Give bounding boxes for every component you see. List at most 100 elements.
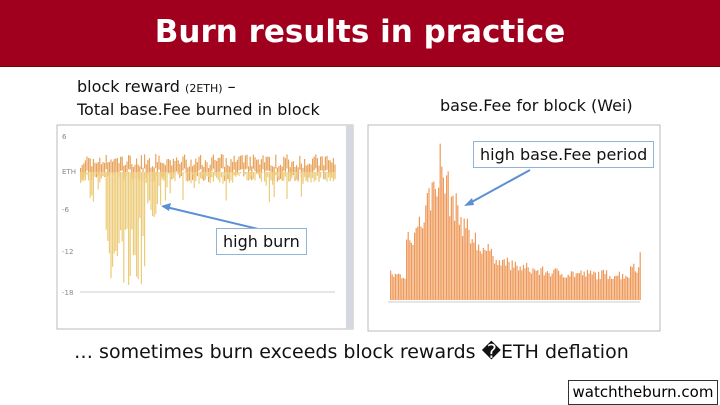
texture-bar	[406, 239, 408, 300]
texture-bar	[129, 155, 131, 170]
texture-bar	[538, 274, 540, 300]
texture-bar	[286, 154, 288, 169]
texture-bar	[315, 172, 317, 181]
texture-bar	[313, 172, 315, 182]
texture-bar	[625, 275, 627, 300]
texture-bar	[465, 228, 467, 300]
texture-bar	[204, 160, 206, 175]
texture-bar	[232, 172, 234, 183]
statement: … sometimes burn exceeds block rewards �…	[74, 341, 629, 363]
texture-bar	[118, 172, 120, 244]
texture-bar	[332, 172, 334, 182]
texture-bar	[83, 163, 85, 178]
texture-bar	[474, 232, 476, 300]
texture-bar	[393, 276, 395, 300]
texture-bar	[260, 159, 262, 174]
texture-bar	[320, 156, 322, 171]
texture-bar	[124, 164, 126, 179]
texture-bar	[81, 172, 83, 181]
texture-bar	[233, 172, 235, 176]
texture-bar	[256, 159, 258, 174]
caption-text: block reward	[77, 77, 180, 96]
texture-bar	[88, 172, 90, 181]
texture-bar	[415, 227, 417, 300]
texture-bar	[240, 172, 242, 174]
texture-bar	[299, 172, 301, 173]
texture-bar	[585, 276, 587, 300]
texture-bar	[532, 268, 534, 300]
texture-bar	[286, 172, 288, 200]
texture-bar	[200, 172, 202, 179]
texture-bar	[284, 172, 286, 177]
texture-bar	[100, 172, 102, 179]
texture-bar	[204, 172, 206, 180]
texture-bar	[599, 279, 601, 300]
texture-bar	[254, 157, 256, 172]
texture-bar	[147, 160, 149, 175]
texture-bar	[505, 265, 507, 300]
texture-bar	[404, 278, 406, 300]
texture-bar	[241, 155, 243, 170]
texture-bar	[326, 155, 328, 170]
texture-bar	[310, 164, 312, 179]
texture-bar	[620, 279, 622, 300]
texture-bar	[112, 172, 114, 267]
texture-bar	[174, 160, 176, 175]
texture-bar	[102, 172, 104, 176]
texture-bar	[526, 263, 528, 300]
texture-bar	[334, 172, 336, 180]
texture-bar	[172, 172, 174, 179]
texture-bar	[155, 172, 157, 215]
texture-bar	[220, 154, 222, 169]
texture-bar	[506, 257, 508, 300]
texture-bar	[315, 154, 317, 169]
texture-bar	[558, 270, 560, 300]
texture-bar	[569, 276, 571, 300]
texture-bar	[307, 172, 309, 183]
left-caption: block reward (2ETH) –	[77, 77, 236, 96]
texture-bar	[206, 172, 208, 176]
y-label: -6	[62, 206, 70, 214]
texture-bar	[500, 265, 502, 300]
texture-bar	[633, 263, 635, 300]
texture-bar	[318, 172, 320, 183]
texture-bar	[126, 172, 128, 229]
texture-bar	[252, 154, 254, 169]
texture-bar	[284, 158, 286, 173]
texture-bar	[417, 226, 419, 300]
texture-bar	[291, 161, 293, 176]
texture-bar	[556, 268, 558, 300]
texture-bar	[422, 228, 424, 300]
texture-bar	[606, 270, 608, 300]
texture-bar	[292, 172, 294, 174]
texture-bar	[516, 265, 518, 300]
texture-bar	[148, 158, 150, 173]
texture-bar	[121, 156, 123, 171]
texture-bar	[209, 172, 211, 184]
texture-bar	[268, 172, 270, 203]
texture-bar	[198, 172, 200, 184]
y-label: -12	[62, 248, 73, 256]
texture-bar	[428, 188, 430, 300]
texture-bar	[203, 172, 205, 176]
texture-bar	[104, 172, 106, 177]
texture-bar	[414, 232, 416, 300]
texture-bar	[163, 163, 165, 178]
texture-bar	[262, 155, 264, 170]
texture-bar	[546, 271, 548, 300]
texture-bar	[320, 172, 322, 178]
texture-bar	[251, 172, 253, 176]
texture-bar	[478, 244, 480, 300]
texture-bar	[292, 161, 294, 176]
arrow-head	[464, 198, 474, 206]
texture-bar	[618, 271, 620, 300]
texture-bar	[134, 172, 136, 256]
texture-bar	[216, 161, 218, 176]
texture-bar	[224, 172, 226, 177]
texture-bar	[401, 278, 403, 300]
texture-bar	[288, 159, 290, 174]
texture-bar	[598, 271, 600, 300]
texture-bar	[596, 279, 598, 300]
texture-bar	[257, 172, 259, 175]
